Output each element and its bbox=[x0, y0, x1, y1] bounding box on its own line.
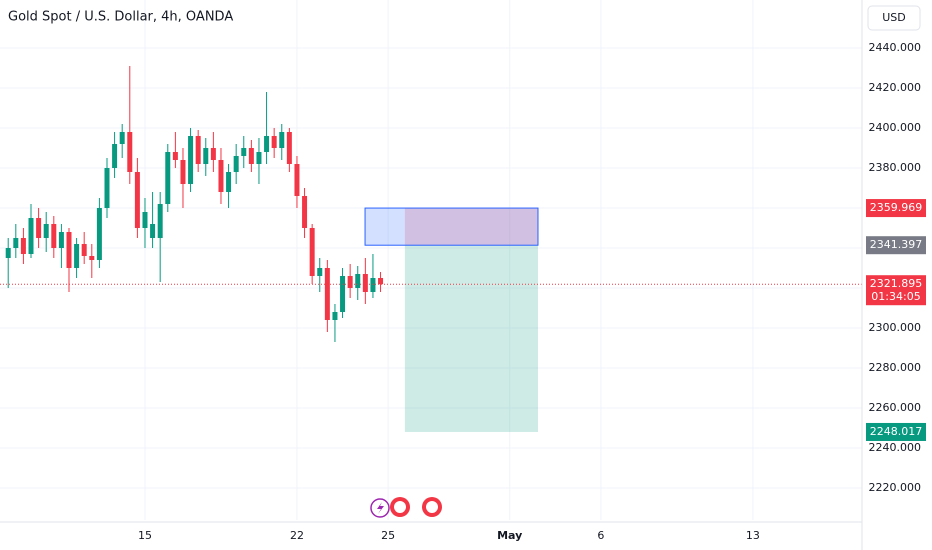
candle-body bbox=[157, 204, 163, 238]
candle-body bbox=[309, 228, 315, 276]
x-tick-label: 25 bbox=[381, 529, 395, 542]
candle-body bbox=[332, 312, 338, 320]
candle-body bbox=[89, 256, 95, 260]
candle-body bbox=[286, 132, 292, 164]
candle-body bbox=[28, 218, 34, 254]
candle-body bbox=[74, 244, 80, 268]
x-tick-label: 6 bbox=[597, 529, 604, 542]
candle-body bbox=[180, 160, 186, 184]
candle-body bbox=[66, 232, 72, 268]
candle-body bbox=[233, 156, 239, 172]
candle-body bbox=[134, 172, 140, 228]
y-tick-label: 2400.000 bbox=[869, 121, 922, 134]
countdown-label: 01:34:05 bbox=[871, 290, 920, 303]
event-icon bbox=[377, 502, 384, 514]
candle-body bbox=[112, 144, 118, 168]
currency-label[interactable]: USD bbox=[882, 11, 906, 24]
x-tick-label: 22 bbox=[290, 529, 304, 542]
candle-body bbox=[96, 208, 102, 260]
candle-body bbox=[264, 136, 270, 152]
candle-body bbox=[340, 276, 346, 312]
candle-body bbox=[271, 136, 277, 148]
candle-body bbox=[241, 148, 247, 156]
candle-body bbox=[248, 148, 254, 164]
event-icon bbox=[426, 501, 438, 513]
candle-body bbox=[43, 224, 49, 238]
plot bbox=[0, 66, 862, 432]
y-tick-label: 2420.000 bbox=[869, 81, 922, 94]
candle-body bbox=[150, 224, 156, 238]
candle-body bbox=[127, 132, 133, 172]
y-tick-label: 2380.000 bbox=[869, 161, 922, 174]
candle-body bbox=[119, 132, 125, 144]
candle-body bbox=[142, 212, 148, 228]
candle-body bbox=[81, 244, 87, 256]
candle-body bbox=[36, 218, 42, 238]
candle-body bbox=[195, 136, 201, 164]
price-tag bbox=[866, 422, 926, 441]
candle-body bbox=[51, 224, 57, 248]
grid bbox=[0, 0, 862, 520]
candle-body bbox=[294, 164, 300, 196]
candle-body bbox=[20, 238, 26, 254]
event-icons[interactable] bbox=[370, 497, 442, 518]
event-icon bbox=[394, 501, 406, 513]
candle-body bbox=[203, 148, 209, 164]
candle-body bbox=[302, 196, 308, 228]
target-zone bbox=[404, 245, 538, 432]
candle-body bbox=[210, 148, 216, 160]
candle-body bbox=[370, 278, 376, 292]
candle-body bbox=[172, 152, 178, 160]
candle-body bbox=[355, 274, 361, 288]
y-tick-label: 2280.000 bbox=[869, 361, 922, 374]
price-tag bbox=[866, 275, 926, 306]
currency-button[interactable] bbox=[867, 5, 921, 31]
y-tick-label: 2260.000 bbox=[869, 401, 922, 414]
x-tick-label: 15 bbox=[138, 529, 152, 542]
candle-body bbox=[58, 232, 64, 248]
candle-body bbox=[279, 132, 285, 148]
y-tick-label: 2240.000 bbox=[869, 441, 922, 454]
price-tag-label: 2321.895 bbox=[870, 277, 923, 290]
candle-body bbox=[324, 268, 330, 320]
candle-body bbox=[104, 168, 110, 208]
entry-box bbox=[364, 207, 539, 246]
y-tick-label: 2440.000 bbox=[869, 41, 922, 54]
candle-body bbox=[378, 278, 384, 285]
stop-zone bbox=[404, 208, 538, 246]
candle-body bbox=[13, 238, 19, 248]
price-tag-label: 2359.969 bbox=[870, 201, 923, 214]
candle-body bbox=[256, 152, 262, 164]
price-tag bbox=[866, 236, 926, 255]
candle-body bbox=[165, 152, 171, 204]
y-tick-label: 2220.000 bbox=[869, 481, 922, 494]
candle-body bbox=[188, 136, 194, 184]
price-tag-label: 2341.397 bbox=[870, 238, 923, 251]
x-tick-label: May bbox=[497, 529, 522, 542]
price-tag-label: 2248.017 bbox=[870, 425, 923, 438]
price-tag bbox=[866, 199, 926, 218]
candle-body bbox=[317, 268, 323, 276]
candle-body bbox=[347, 276, 353, 288]
candle-body bbox=[5, 248, 11, 258]
candle-body bbox=[362, 274, 368, 292]
y-tick-label: 2300.000 bbox=[869, 321, 922, 334]
chart-title: Gold Spot / U.S. Dollar, 4h, OANDA bbox=[8, 10, 233, 25]
candle-body bbox=[218, 160, 224, 192]
x-tick-label: 13 bbox=[746, 529, 760, 542]
candle-body bbox=[226, 172, 232, 192]
